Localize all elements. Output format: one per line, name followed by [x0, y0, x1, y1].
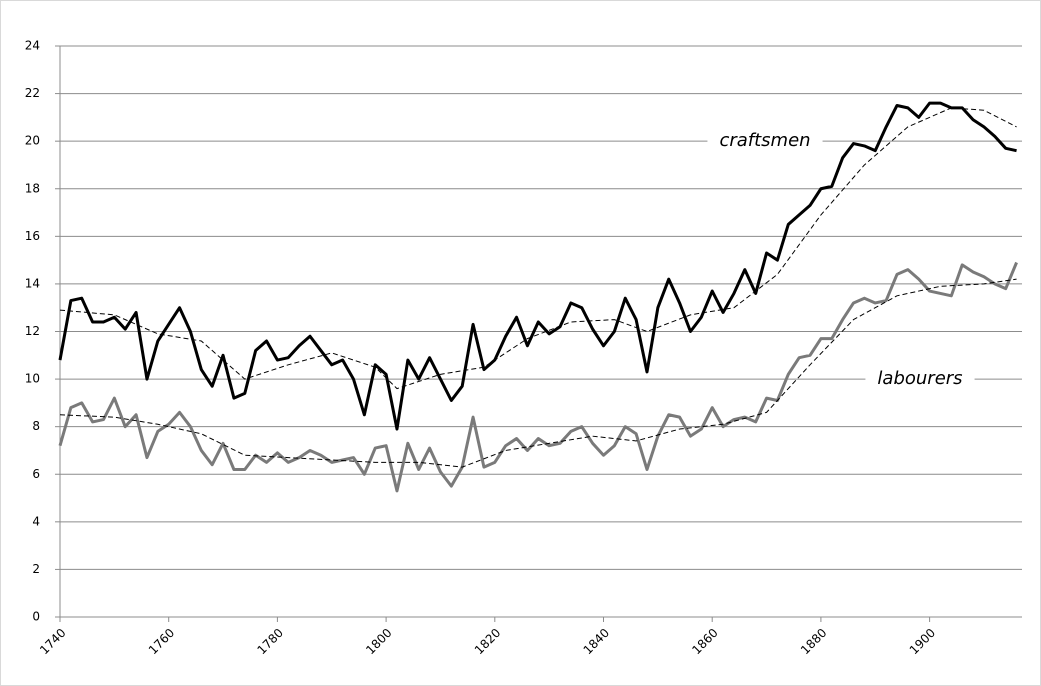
y-tick-label: 14: [25, 276, 40, 290]
y-tick-label: 22: [25, 86, 40, 100]
series-label: craftsmen: [719, 130, 810, 151]
y-tick-label: 0: [32, 610, 40, 624]
y-tick-label: 18: [25, 181, 40, 195]
y-tick-label: 6: [32, 467, 40, 481]
trend-line: [59, 107, 1017, 390]
series-label: labourers: [877, 368, 962, 389]
y-tick-label: 2: [32, 562, 40, 576]
y-tick-label: 10: [25, 372, 40, 386]
y-tick-label: 20: [25, 134, 40, 148]
series-line: [58, 101, 1017, 431]
y-tick-label: 4: [32, 514, 40, 528]
y-tick-label: 8: [32, 419, 40, 433]
trend-line: [59, 278, 1017, 468]
y-tick-label: 24: [25, 39, 40, 53]
label-background: [707, 130, 823, 152]
y-tick-label: 16: [25, 229, 40, 243]
y-tick-label: 12: [25, 324, 40, 338]
series-line: [58, 261, 1018, 493]
label-background: [865, 368, 975, 390]
